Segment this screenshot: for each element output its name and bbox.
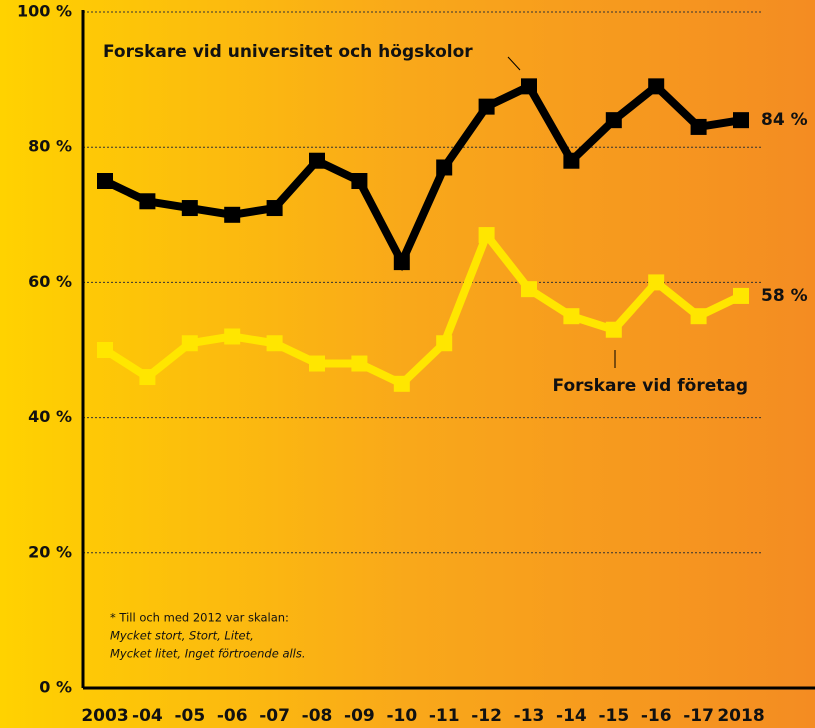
- marker: [139, 193, 156, 210]
- x-tick-label: -17: [683, 706, 714, 726]
- series-line: [103, 81, 742, 272]
- x-tick-label: -11: [429, 706, 460, 726]
- marker: [309, 355, 325, 372]
- y-tick-label: 80 %: [28, 137, 72, 156]
- y-tick-label: 0 %: [39, 678, 72, 697]
- marker: [733, 287, 749, 304]
- y-tick-label: 40 %: [28, 407, 72, 426]
- marker: [733, 112, 749, 129]
- y-tick-label: 100 %: [17, 2, 72, 21]
- leader-line: [507, 56, 521, 71]
- x-tick-label: -16: [641, 706, 672, 726]
- marker: [97, 173, 113, 189]
- series-line: [102, 227, 743, 389]
- marker: [478, 227, 495, 244]
- marker: [563, 152, 580, 169]
- y-tick-label: 20 %: [28, 542, 72, 561]
- x-tick-label: -10: [386, 706, 417, 726]
- footnote: Mycket litet, Inget förtroende alls.: [110, 647, 306, 661]
- x-tick-label: -06: [217, 706, 248, 726]
- marker: [648, 78, 665, 95]
- marker: [605, 321, 622, 338]
- value-label: 84 %: [761, 110, 808, 130]
- marker: [393, 254, 410, 271]
- marker: [266, 335, 283, 352]
- marker: [648, 274, 665, 291]
- marker: [97, 342, 113, 358]
- x-tick-label: 2018: [717, 706, 764, 726]
- x-tick-label: 2003: [81, 706, 128, 726]
- value-label: 58 %: [761, 286, 808, 306]
- marker: [690, 118, 707, 135]
- x-tick-label: -13: [514, 706, 545, 726]
- x-tick-label: -14: [556, 706, 587, 726]
- marker: [436, 335, 453, 352]
- x-tick-label: -05: [174, 706, 205, 726]
- marker: [139, 369, 156, 386]
- marker: [436, 159, 453, 176]
- marker: [393, 375, 410, 392]
- marker: [224, 328, 241, 345]
- marker: [563, 308, 580, 325]
- footnote: * Till och med 2012 var skalan:: [110, 611, 289, 625]
- marker: [351, 355, 368, 372]
- marker: [690, 308, 707, 325]
- marker: [181, 335, 198, 352]
- x-tick-label: -12: [471, 706, 502, 726]
- marker: [521, 78, 537, 95]
- series-label: Forskare vid universitet och högskolor: [103, 42, 473, 62]
- footnote: Mycket stort, Stort, Litet,: [110, 629, 254, 643]
- marker: [351, 173, 368, 189]
- marker: [181, 200, 198, 217]
- x-tick-label: -09: [344, 706, 375, 726]
- marker: [478, 98, 495, 115]
- x-tick-label: -08: [302, 706, 333, 726]
- marker: [309, 152, 325, 169]
- marker: [605, 112, 622, 129]
- series-label: Forskare vid företag: [553, 376, 748, 396]
- x-tick-label: -04: [132, 706, 163, 726]
- x-tick-label: -15: [598, 706, 629, 726]
- marker: [224, 206, 241, 223]
- x-tick-label: -07: [259, 706, 290, 726]
- marker: [266, 200, 283, 217]
- marker: [521, 281, 537, 298]
- y-tick-label: 60 %: [28, 272, 72, 291]
